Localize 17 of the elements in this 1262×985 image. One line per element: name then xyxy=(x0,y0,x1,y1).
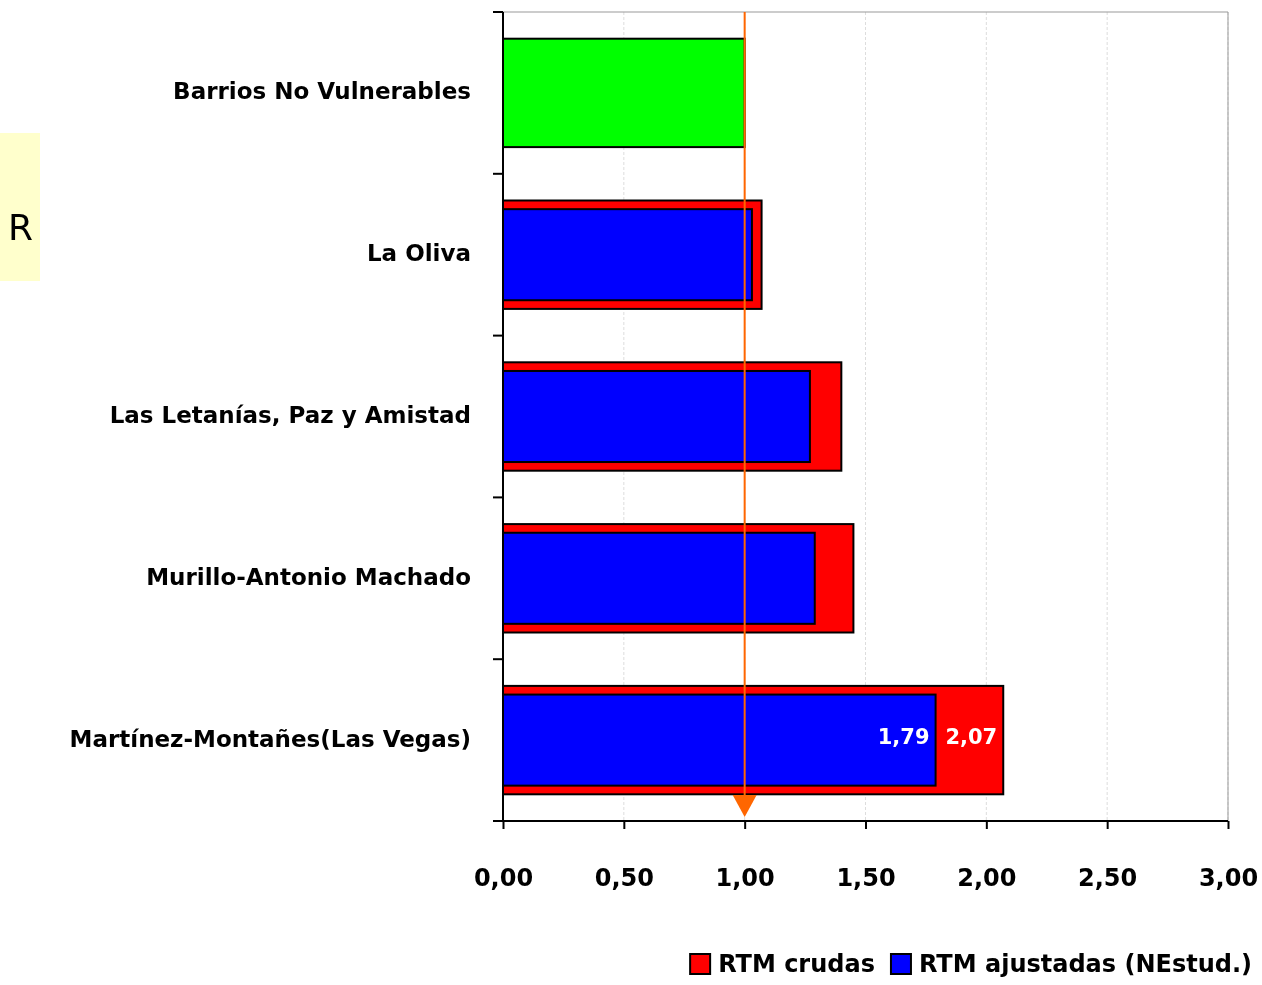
legend-label: RTM crudas xyxy=(718,950,875,978)
y-tick-label: Murillo-Antonio Machado xyxy=(146,563,471,590)
y-tick-label: Barrios No Vulnerables xyxy=(173,78,471,105)
x-tick-label: 1,00 xyxy=(715,864,775,893)
x-tick-label: 3,00 xyxy=(1198,864,1259,893)
y-tick-label: Martínez-Montañes(Las Vegas) xyxy=(69,725,471,752)
data-label: 2,07 xyxy=(945,725,998,750)
y-tick-label: La Oliva xyxy=(366,240,471,267)
x-tick-label: 2,50 xyxy=(1078,864,1138,893)
y-tick-label: Las Letanías, Paz y Amistad xyxy=(109,402,471,428)
data-label: 1,79 xyxy=(877,725,930,750)
text: R xyxy=(8,207,34,248)
x-tick-label: 1,50 xyxy=(836,864,896,893)
legend-label: RTM ajustadas (NEstud.) xyxy=(918,950,1252,978)
x-tick-label: 0,50 xyxy=(594,864,654,893)
x-tick-label: 0,00 xyxy=(473,864,534,893)
x-tick-label: 2,00 xyxy=(957,864,1017,893)
